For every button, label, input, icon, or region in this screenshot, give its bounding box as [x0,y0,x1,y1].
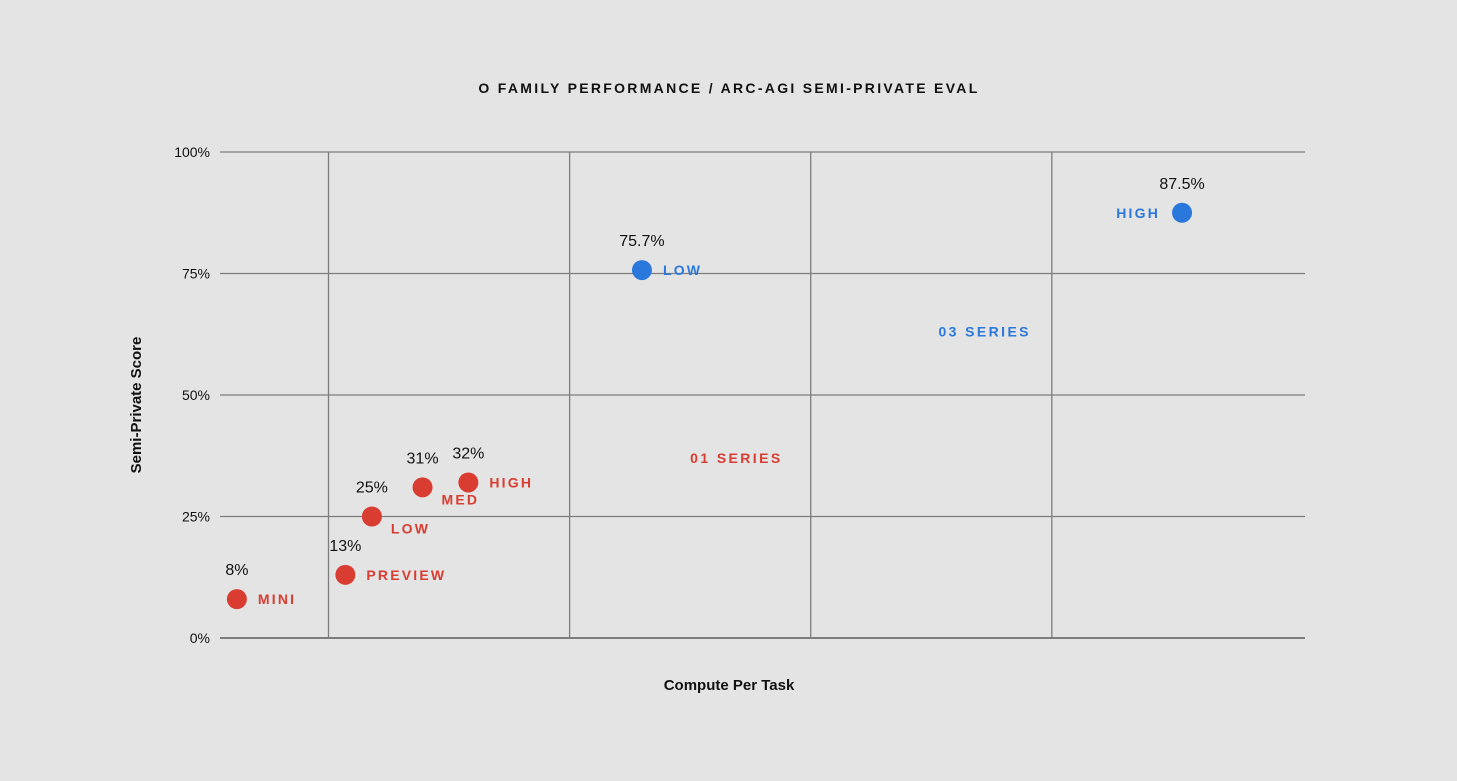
data-point-name: LOW [391,521,430,537]
data-point-name: HIGH [489,474,533,490]
x-axis-label: Compute Per Task [664,677,795,694]
data-point [226,589,247,610]
data-point [1172,202,1193,223]
data-value-label: 32% [452,445,484,462]
data-point [631,260,652,281]
y-axis-ticks: 0% 25% 50% 75% 100% [174,144,210,646]
y-tick-label: 50% [182,387,210,403]
y-tick-label: 100% [174,144,210,160]
data-value-label: 31% [407,450,439,467]
chart-title: O FAMILY PERFORMANCE / ARC-AGI SEMI-PRIV… [478,80,979,96]
grid-lines [220,151,1305,639]
data-value-label: 25% [356,480,388,497]
y-axis-label: Semi-Private Score [128,337,145,474]
data-point-name: MINI [258,591,296,607]
series-label: 03 SERIES [939,324,1031,340]
data-point [361,506,382,527]
data-point [458,472,479,493]
data-point-name: LOW [663,262,702,278]
data-point-name: MED [442,491,480,507]
data-value-label: 13% [329,538,361,555]
data-value-label: 75.7% [619,233,664,250]
data-point-name: PREVIEW [366,567,446,583]
data-point-name: HIGH [1116,205,1160,221]
series-o1-series: 01 SERIES 8% MINI 13% PREVIEW 25% LOW 31% MED 32%… [225,445,782,610]
data-point [412,477,433,498]
data-value-label: 87.5% [1159,176,1204,193]
y-tick-label: 25% [182,509,210,525]
series-layer: 01 SERIES 8% MINI 13% PREVIEW 25% LOW 31% MED 32%… [225,176,1205,610]
y-tick-label: 0% [190,630,210,646]
series-o3-series: 03 SERIES 75.7% LOW 87.5% HIGH [619,176,1204,340]
data-point [335,564,356,585]
series-label: 01 SERIES [690,450,782,466]
y-tick-label: 75% [182,266,210,282]
data-value-label: 8% [225,562,248,579]
